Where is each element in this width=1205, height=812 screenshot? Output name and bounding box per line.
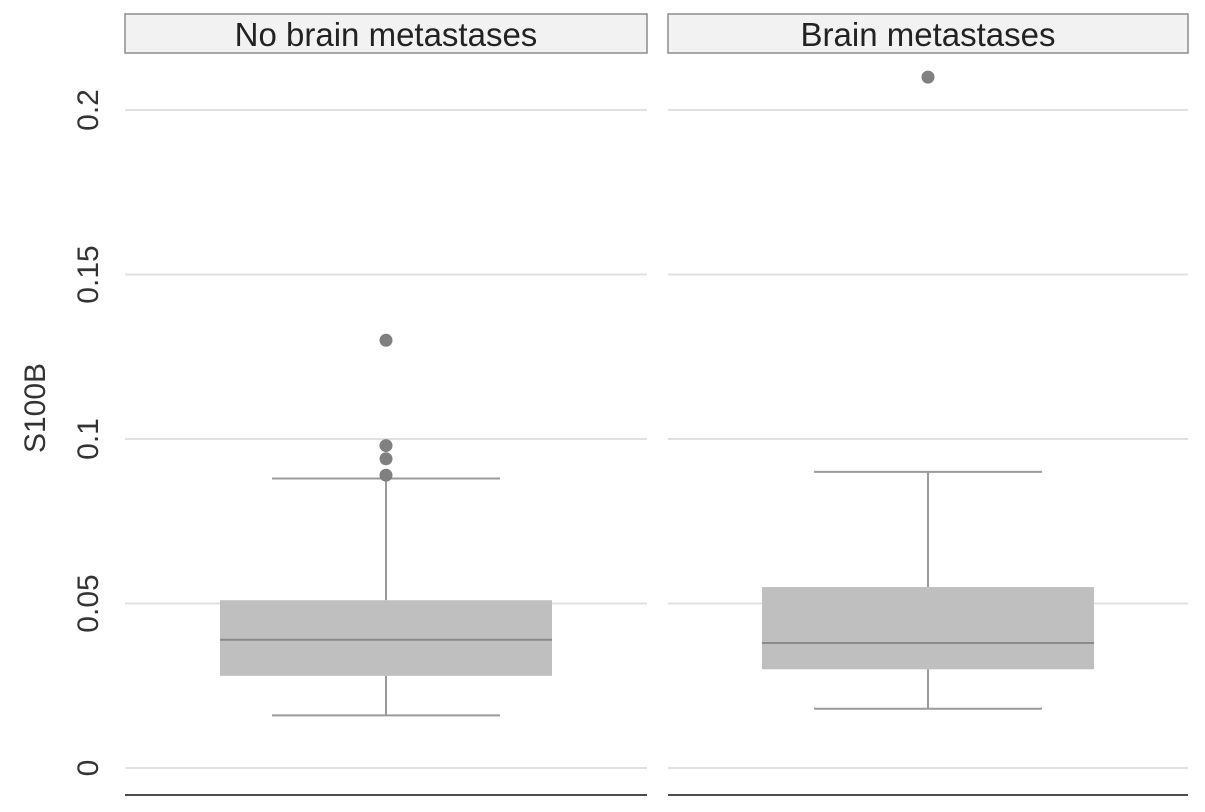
panel-layer: No brain metastases Brain metastases — [124, 13, 1189, 796]
panel-strip — [667, 13, 1189, 54]
facet-panel: Brain metastases — [667, 13, 1189, 796]
y-tick-label: 0.15 — [72, 245, 105, 303]
y-tick-label: 0.05 — [72, 574, 105, 632]
y-axis: 0 0.05 0.1 0.15 0.2 — [72, 89, 105, 776]
panel-strip — [124, 13, 648, 54]
y-tick-label: 0.1 — [72, 418, 105, 460]
panel-title: No brain metastases — [235, 16, 538, 53]
outlier-point — [379, 452, 393, 466]
iqr-box — [220, 600, 552, 676]
grid-layer — [125, 109, 1188, 769]
outlier-point — [379, 468, 393, 482]
y-axis-title: S100B — [19, 363, 52, 453]
facet-panel: No brain metastases — [124, 13, 648, 796]
outlier-point — [921, 70, 935, 84]
outlier-point — [379, 439, 393, 453]
outlier-point — [379, 333, 393, 347]
y-tick-label: 0 — [72, 760, 105, 777]
y-tick-label: 0.2 — [72, 89, 105, 131]
iqr-box — [762, 587, 1094, 670]
panel-title: Brain metastases — [801, 16, 1056, 53]
